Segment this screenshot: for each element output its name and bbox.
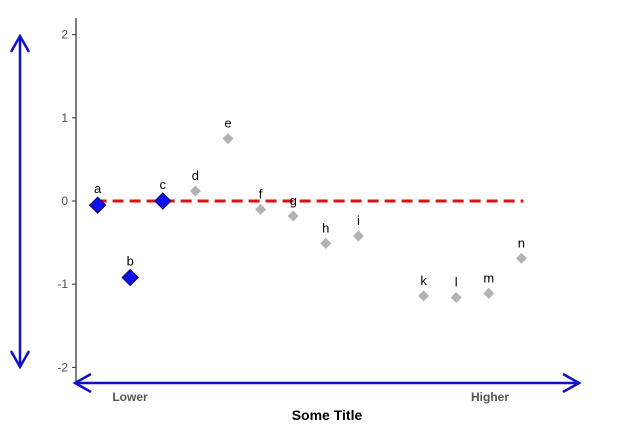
data-label-h: h <box>322 220 329 235</box>
data-point-m <box>483 287 495 299</box>
x-axis-title: Some Title <box>292 407 363 423</box>
data-points: a b c d e f g h i k l m n <box>88 116 527 304</box>
data-label-e: e <box>224 116 231 131</box>
x-annotations: Lower Higher <box>112 390 509 404</box>
data-point-b <box>121 268 139 287</box>
data-label-n: n <box>518 235 525 250</box>
vertical-arrow-head-up <box>9 33 31 53</box>
data-point-a <box>88 196 107 214</box>
data-label-b: b <box>127 254 134 269</box>
data-point-g <box>287 210 299 222</box>
data-point-n <box>515 252 527 264</box>
data-label-k: k <box>420 273 427 288</box>
data-label-c: c <box>160 177 167 192</box>
arrows <box>9 33 582 394</box>
y-tick-label: 1 <box>61 111 68 125</box>
data-label-f: f <box>259 186 263 201</box>
data-label-l: l <box>455 275 458 290</box>
x-annotation-higher: Higher <box>471 390 509 404</box>
horizontal-arrow-head-right <box>562 372 582 394</box>
data-point-c <box>154 192 172 210</box>
x-annotation-lower: Lower <box>112 390 148 404</box>
data-point-d <box>189 185 201 197</box>
data-label-d: d <box>192 168 199 183</box>
y-tick-label: -1 <box>57 277 68 291</box>
y-tick-label: -2 <box>57 360 68 374</box>
y-tick-label: 2 <box>61 28 68 42</box>
data-point-i <box>352 230 364 242</box>
data-label-i: i <box>357 213 360 228</box>
data-point-e <box>222 133 234 145</box>
vertical-arrow-head-down <box>9 350 31 370</box>
data-point-k <box>418 290 430 302</box>
data-label-a: a <box>94 181 102 196</box>
y-axis-ticks: -2 -1 0 1 2 <box>57 28 76 374</box>
data-point-h <box>320 237 332 249</box>
data-label-m: m <box>483 270 494 285</box>
y-tick-label: 0 <box>61 194 68 208</box>
horizontal-arrow-head-left <box>72 372 92 394</box>
data-label-g: g <box>290 193 297 208</box>
data-point-l <box>450 292 462 304</box>
data-point-f <box>255 203 267 215</box>
